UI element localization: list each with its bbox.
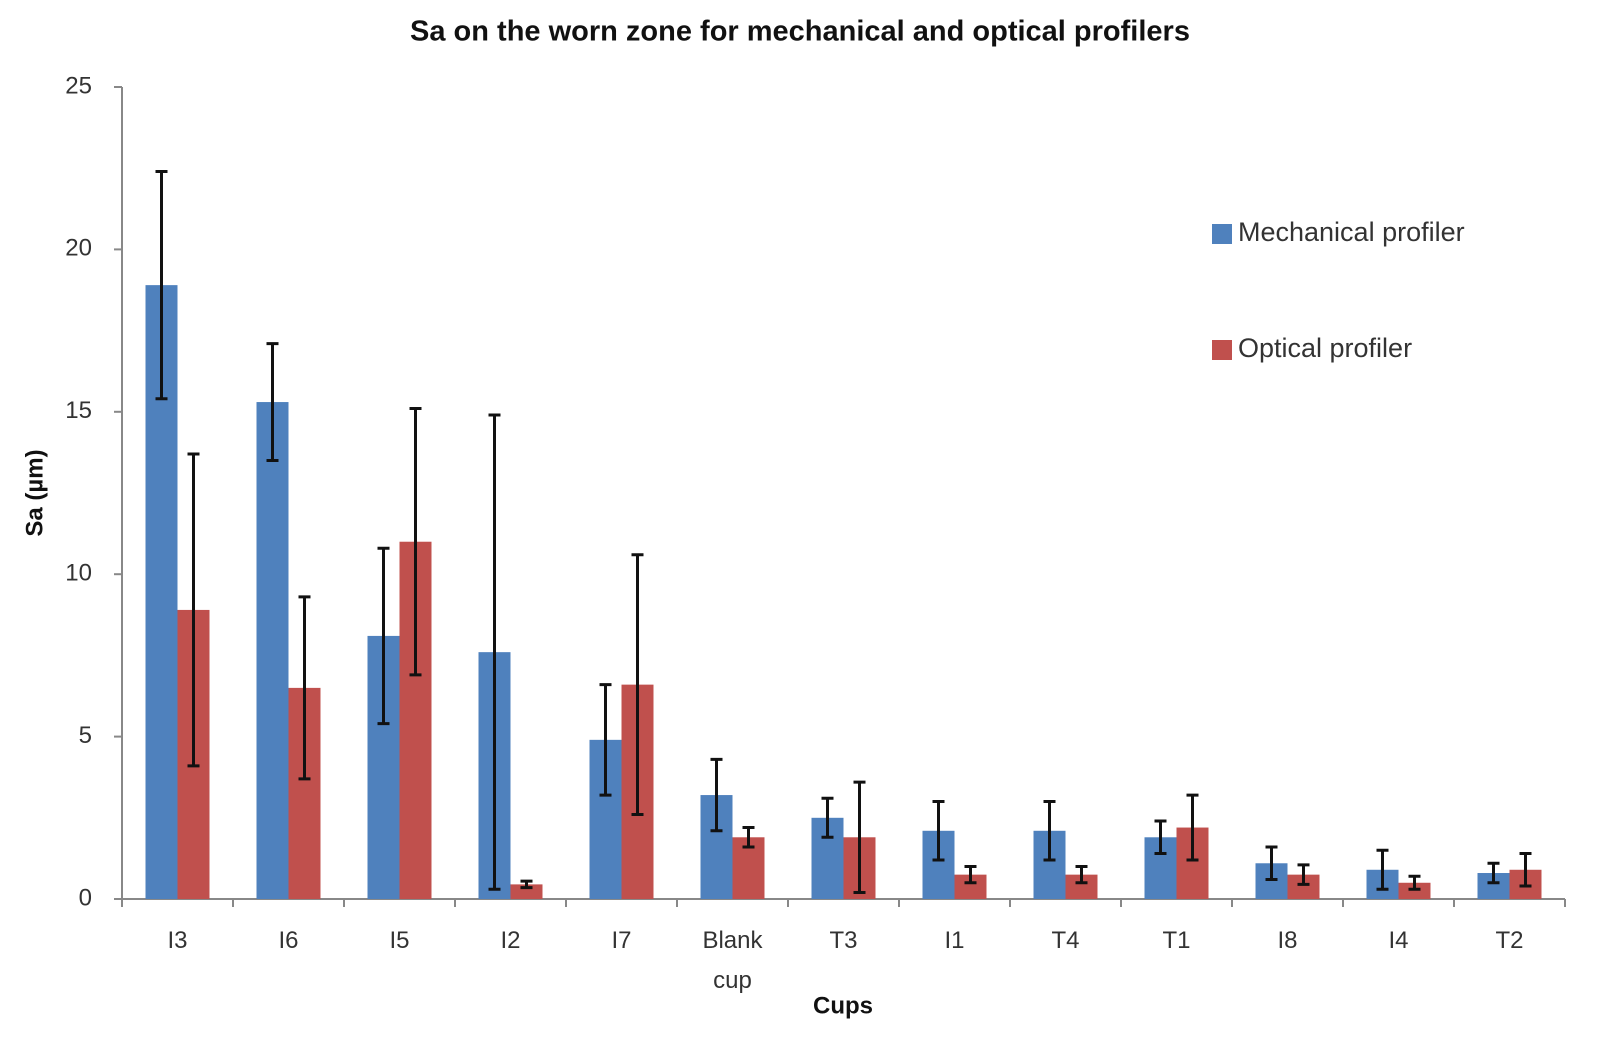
error-bar [1297,863,1310,886]
x-axis-label: Cups [813,992,873,1019]
y-tick-label: 10 [65,560,92,587]
error-bar [520,879,533,890]
x-tick-label: I2 [500,927,521,954]
x-tick-label: T3 [829,927,858,954]
error-bar [1265,845,1278,882]
legend-swatch [1212,340,1232,360]
error-bar [631,553,644,817]
error-bar [1043,800,1056,862]
legend-label: Mechanical profiler [1238,217,1465,247]
error-bar [1075,865,1088,885]
error-bar [266,342,279,463]
x-tick-label: T1 [1162,927,1191,954]
y-axis-label: Sa (µm) [21,449,48,536]
error-bar [1154,819,1167,856]
chart-title: Sa on the worn zone for mechanical and o… [410,16,1190,48]
error-bar [1186,793,1199,862]
error-bar [853,780,866,895]
y-tick-label: 0 [79,884,92,911]
error-bar [187,452,200,768]
bar [510,884,543,899]
error-bar [488,413,501,891]
y-tick-label: 25 [65,72,92,99]
x-tick-label: I5 [389,927,410,954]
x-tick-label: Blank cup [702,927,763,994]
x-tick-label: I8 [1277,927,1298,954]
x-tick-label: T2 [1495,927,1524,954]
x-tick-label: I3 [167,927,188,954]
x-tick-label: I6 [278,927,299,954]
error-bar [742,826,755,849]
bar [256,402,289,899]
error-bar [1487,861,1500,885]
error-bar [821,796,834,839]
error-bar [1408,874,1421,891]
y-tick-label: 20 [65,235,92,262]
error-bar [155,169,168,401]
error-bar [1519,852,1532,888]
error-bar [964,865,977,885]
y-tick-label: 5 [79,722,92,749]
x-tick-label: I1 [944,927,965,954]
legend-swatch [1212,224,1232,244]
bar [1398,882,1431,899]
error-bar [409,407,422,677]
error-bar [377,546,390,726]
x-tick-label: I4 [1388,927,1409,954]
x-tick-label: T4 [1051,927,1080,954]
error-bar [932,800,945,862]
y-tick-label: 15 [65,397,92,424]
error-bar [599,683,612,797]
error-bar [710,757,723,833]
legend-label: Optical profiler [1238,333,1412,363]
error-bar [298,595,311,781]
x-tick-label: I7 [611,927,632,954]
error-bar [1376,848,1389,891]
